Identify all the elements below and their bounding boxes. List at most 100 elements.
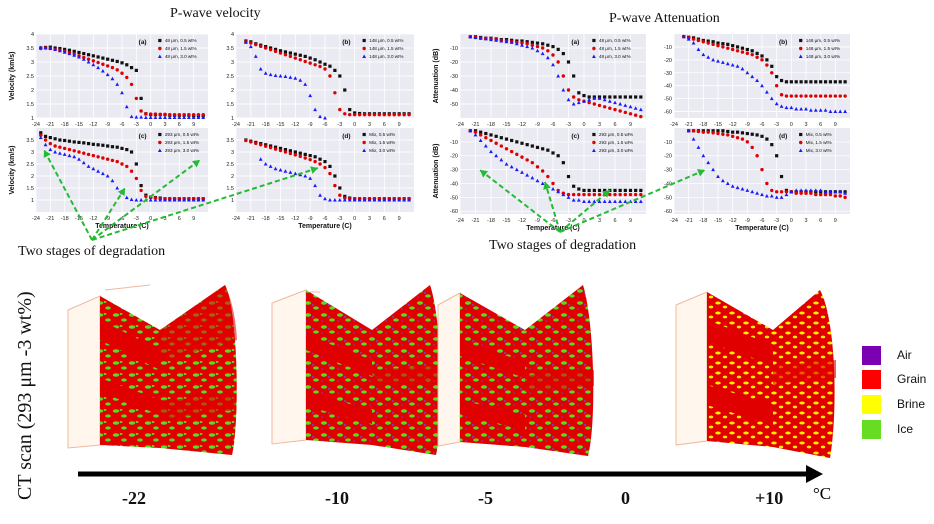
data-point: [607, 99, 612, 103]
legend-marker: [798, 54, 803, 58]
data-point: [106, 57, 110, 61]
legend-entry: 148 μm, 1.5 wt%: [806, 46, 840, 51]
y-tick-label: 1.5: [26, 102, 34, 108]
x-tick-label: -9: [535, 122, 540, 128]
data-point: [483, 36, 488, 41]
data-point: [735, 136, 740, 140]
y-tick-label: -20: [450, 60, 458, 66]
data-point: [597, 192, 602, 197]
data-point: [172, 115, 177, 119]
ct-axis-unit: °C: [813, 484, 832, 503]
data-point: [779, 174, 784, 179]
data-point: [67, 153, 72, 158]
data-point: [765, 137, 769, 141]
data-point: [530, 144, 534, 148]
data-point: [833, 80, 837, 84]
data-point: [153, 115, 158, 119]
legend-label-brine: Brine: [897, 397, 926, 411]
data-point: [696, 47, 701, 52]
ct-axis-tick-minus22: -22: [122, 488, 146, 508]
data-point: [110, 76, 115, 81]
data-point: [163, 115, 167, 119]
data-point: [838, 194, 842, 198]
data-point: [613, 192, 617, 197]
y-axis-label: Velocity (km/s): [9, 145, 16, 194]
annotation-arrow: [559, 189, 611, 233]
data-point: [293, 56, 298, 60]
legend-entry: Mix, 1.5 wt%: [369, 140, 395, 145]
panel-label: (c): [139, 133, 147, 140]
y-tick-label: -10: [450, 46, 458, 52]
data-point: [263, 144, 268, 148]
data-point: [338, 193, 342, 197]
data-point: [514, 167, 519, 172]
data-point: [196, 115, 201, 119]
y-tick-label: 4: [231, 32, 234, 38]
legend-marker: [362, 140, 366, 145]
data-point: [313, 58, 317, 62]
data-point: [582, 192, 586, 197]
data-point: [838, 80, 842, 84]
x-tick-label: -3: [134, 216, 139, 222]
x-tick-label: 3: [163, 216, 166, 222]
data-point: [494, 134, 498, 138]
x-tick-label: 9: [834, 218, 837, 224]
data-point: [167, 115, 172, 119]
data-point: [96, 143, 100, 147]
data-point: [520, 141, 524, 145]
data-point: [691, 37, 696, 41]
attenuation-stages-label: Two stages of degradation: [489, 238, 637, 253]
data-point: [789, 105, 794, 110]
x-tick-label: -24: [456, 122, 464, 128]
data-point: [769, 96, 774, 101]
data-point: [139, 96, 143, 100]
data-point: [551, 151, 555, 155]
data-point: [352, 112, 357, 117]
data-point: [691, 41, 696, 45]
data-point: [740, 50, 745, 54]
data-point: [750, 74, 755, 79]
data-point: [313, 155, 317, 159]
annotation-arrowhead: [191, 160, 200, 168]
data-point: [120, 71, 124, 75]
data-point: [731, 130, 735, 134]
annotation-arrowhead: [543, 182, 551, 190]
y-tick-label: 3: [31, 150, 34, 156]
data-point: [343, 112, 347, 116]
data-point: [823, 94, 828, 98]
data-point: [367, 198, 372, 202]
x-tick-label: 6: [383, 216, 386, 222]
data-point: [745, 140, 750, 144]
y-tick-label: 3: [31, 60, 34, 66]
ct-scan-minus10: [271, 285, 442, 455]
data-point: [288, 170, 293, 174]
y-tick-label: 2: [31, 88, 34, 94]
data-point: [628, 192, 633, 197]
data-point: [263, 71, 268, 75]
legend-marker: [362, 46, 366, 51]
data-point: [201, 115, 206, 119]
x-tick-label: -24: [670, 218, 678, 224]
x-tick-label: -6: [760, 122, 765, 128]
data-point: [551, 181, 555, 186]
data-point: [696, 129, 701, 134]
x-tick-label: -24: [456, 218, 464, 224]
data-point: [804, 94, 808, 98]
data-point: [129, 82, 134, 87]
x-tick-label: 9: [629, 122, 632, 128]
data-point: [587, 95, 591, 99]
data-point: [57, 151, 62, 155]
data-point: [525, 42, 529, 46]
y-tick-label: 2.5: [26, 74, 34, 80]
data-point: [134, 68, 138, 72]
data-point: [318, 64, 322, 69]
data-point: [592, 199, 597, 204]
data-point: [592, 96, 597, 100]
data-point: [72, 49, 76, 53]
data-point: [779, 195, 784, 199]
data-point: [124, 195, 129, 200]
data-point: [258, 157, 263, 161]
data-point: [382, 198, 387, 202]
data-point: [357, 112, 362, 117]
